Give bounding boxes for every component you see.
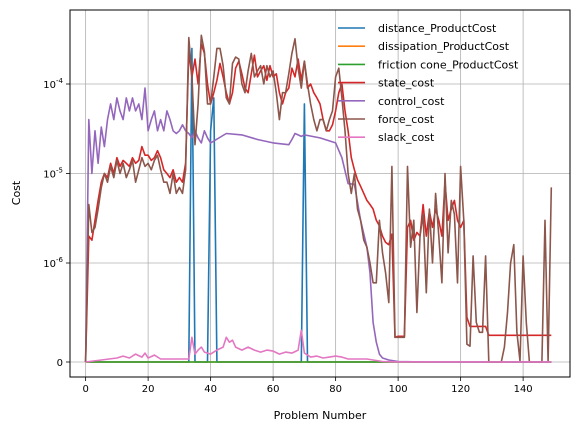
x-tick-label: 140 xyxy=(514,384,533,395)
axes-frame xyxy=(69,9,571,378)
x-tick-label: 40 xyxy=(204,384,217,395)
x-tick-label: 100 xyxy=(389,384,408,395)
x-tick-label: 80 xyxy=(329,384,342,395)
legend-label: distance_ProductCost xyxy=(378,22,497,35)
y-tick-label: 0 xyxy=(57,358,63,369)
x-axis-label: Problem Number xyxy=(274,409,367,422)
x-tick-label: 20 xyxy=(142,384,155,395)
legend-label: control_cost xyxy=(378,95,445,108)
y-axis-label: Cost xyxy=(10,180,23,205)
legend: distance_ProductCost dissipation_ProductC… xyxy=(338,22,519,144)
legend-label: friction cone_ProductCost xyxy=(378,58,519,71)
x-tick-label: 60 xyxy=(267,384,280,395)
legend-label: state_cost xyxy=(378,77,435,90)
legend-label: slack_cost xyxy=(378,131,435,144)
legend-label: force_cost xyxy=(378,113,435,126)
series-line-slack-cost xyxy=(85,329,552,363)
series-lines xyxy=(84,34,553,363)
series-line-force-cost xyxy=(84,34,553,363)
x-tick-label: 120 xyxy=(451,384,470,395)
x-tick-label: 0 xyxy=(82,384,88,395)
legend-label: dissipation_ProductCost xyxy=(378,40,510,53)
